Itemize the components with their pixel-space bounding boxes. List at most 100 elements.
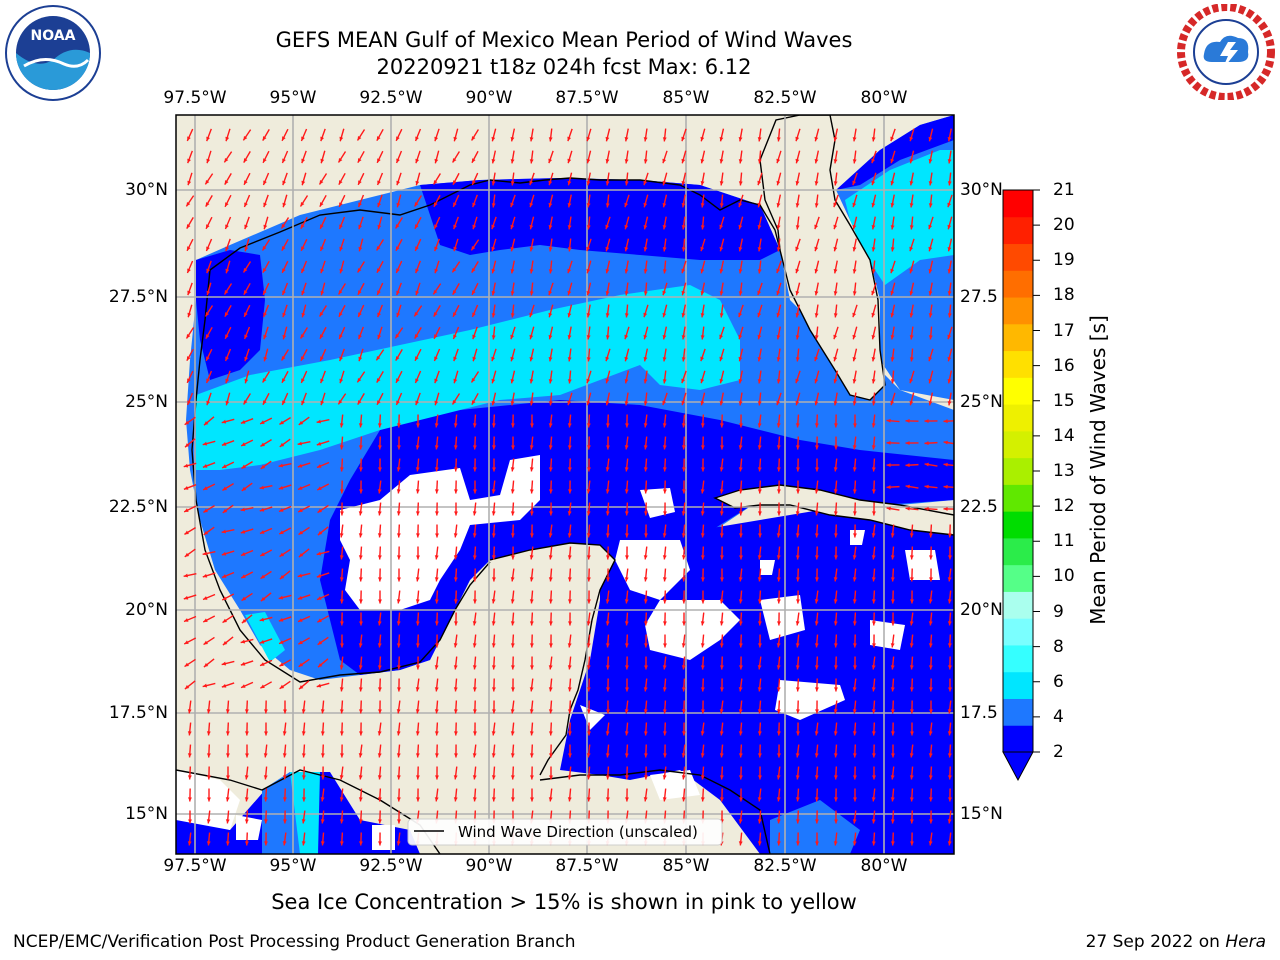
wind-wave-arrow [909,392,915,406]
colorbar-tick-label: 6 [1053,671,1064,692]
wind-wave-arrow [184,658,196,668]
wind-wave-arrow [814,392,820,406]
wind-wave-arrow [833,458,838,472]
wind-wave-arrow [397,678,401,692]
wind-wave-arrow [319,194,327,208]
wind-wave-arrow [283,810,287,824]
wind-wave-arrow [243,194,251,208]
wind-wave-arrow [225,128,231,142]
wind-wave-arrow [453,524,458,538]
wind-wave-arrow [225,722,230,736]
wind-wave-arrow [905,484,919,489]
wind-wave-arrow [947,832,952,846]
wind-wave-arrow [891,612,895,626]
wind-wave-arrow [605,458,610,472]
wind-wave-arrow [738,678,743,692]
wind-wave-arrow [244,700,249,714]
wind-wave-arrow [240,660,254,666]
wind-wave-arrow [225,370,231,384]
wind-wave-arrow [890,216,895,230]
wind-wave-arrow [510,260,515,274]
wind-wave-arrow [300,216,308,230]
wind-wave-arrow [225,810,230,824]
wind-wave-arrow [814,238,820,252]
wind-wave-arrow [240,638,254,644]
wind-wave-arrow [472,766,477,780]
wind-wave-arrow [928,656,933,670]
wind-wave-arrow [795,524,800,538]
wind-wave-arrow [852,502,857,516]
wind-wave-arrow [300,370,308,384]
wind-wave-arrow [643,722,648,736]
wind-wave-arrow [852,304,858,318]
wind-wave-arrow [719,370,725,384]
wind-wave-arrow [567,260,573,274]
wind-wave-arrow [909,194,914,208]
wind-wave-arrow [510,216,516,230]
chart-subtitle: 20220921 t18z 024h fcst Max: 6.12 [376,55,752,79]
wind-wave-arrow [909,326,914,340]
wind-wave-arrow [358,546,363,560]
wind-wave-arrow [529,590,534,604]
wind-wave-arrow [776,348,781,362]
wind-wave-arrow [185,327,195,339]
wind-wave-arrow [700,788,705,802]
wind-wave-arrow [624,744,629,758]
wind-wave-arrow [719,546,724,560]
wind-wave-arrow [548,304,554,318]
wind-wave-arrow [221,440,235,446]
wind-wave-arrow [605,150,610,164]
wind-wave-arrow [890,700,895,714]
lon-tick-top: 90°W [465,88,513,108]
wind-wave-arrow [320,392,326,406]
wind-wave-arrow [202,462,216,468]
wind-wave-arrow [301,150,307,164]
lon-tick-bottom: 87.5°W [555,856,619,876]
wind-wave-arrow [871,788,876,802]
wind-wave-arrow [224,326,232,340]
wind-wave-arrow [890,150,896,164]
wind-wave-arrow [700,744,705,758]
wind-wave-arrow [413,305,423,317]
wind-wave-arrow [338,304,346,318]
wind-wave-arrow [719,502,724,516]
wind-wave-arrow [738,304,744,318]
wind-wave-arrow [183,637,197,645]
wind-wave-arrow [414,195,422,207]
wind-wave-arrow [297,594,311,600]
wind-wave-arrow [259,681,273,689]
wind-wave-arrow [415,502,420,516]
wind-wave-arrow [224,348,232,362]
wind-wave-arrow [605,612,610,626]
wind-wave-arrow [624,634,629,648]
wind-wave-arrow [206,722,211,736]
wind-wave-arrow [548,260,553,274]
wind-wave-arrow [586,304,591,318]
wind-wave-arrow [814,744,819,758]
wind-wave-arrow [491,436,496,450]
wind-wave-arrow [223,283,233,295]
wind-wave-arrow [757,238,762,252]
wind-wave-arrow [242,129,252,141]
wind-wave-arrow [472,194,478,208]
wind-wave-arrow [890,766,895,780]
wind-wave-arrow [833,832,838,846]
wind-wave-arrow [776,304,782,318]
wind-wave-arrow [224,194,232,208]
wind-wave-arrow [852,238,857,252]
wind-wave-arrow [929,810,933,824]
wind-wave-arrow [587,590,591,604]
wind-wave-arrow [681,282,687,296]
wind-wave-arrow [434,700,439,714]
wind-wave-arrow [240,571,254,579]
wind-wave-arrow [605,260,611,274]
wind-wave-arrow [886,485,900,490]
wind-wave-arrow [833,590,838,604]
wind-wave-arrow [833,502,838,516]
wind-wave-arrow [339,436,344,450]
wind-wave-arrow [871,722,876,736]
wind-wave-arrow [282,722,287,736]
wind-wave-arrow [605,172,610,186]
wind-wave-arrow [357,194,365,208]
wind-wave-arrow [567,590,572,604]
